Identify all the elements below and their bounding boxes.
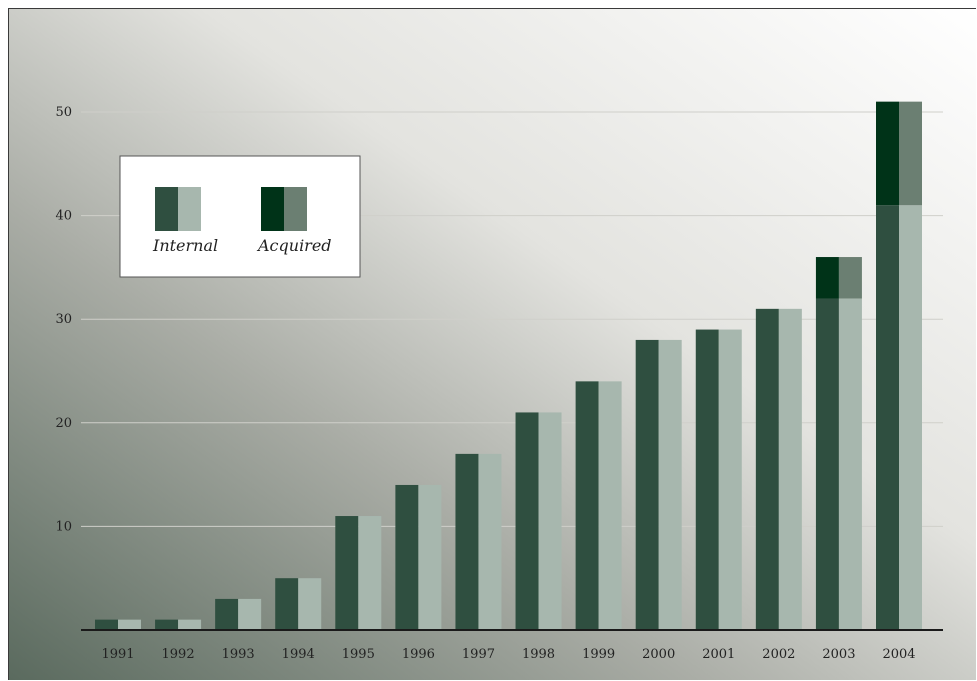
bar-internal-side xyxy=(178,619,202,630)
bar-internal-side xyxy=(358,516,382,630)
bar-internal-side xyxy=(899,205,922,631)
x-tick-label: 1998 xyxy=(522,647,555,662)
x-tick-label: 2004 xyxy=(882,647,915,662)
y-tick-label: 30 xyxy=(55,312,72,327)
legend-swatch-acquired-front xyxy=(261,187,284,231)
bar-internal-front xyxy=(455,453,479,630)
y-tick-label: 50 xyxy=(55,105,72,120)
legend-label-internal: Internal xyxy=(152,236,218,255)
x-tick-label: 1999 xyxy=(582,647,615,662)
bar-internal-front xyxy=(335,516,359,630)
bar-internal-side xyxy=(538,412,562,630)
bar-internal-front xyxy=(95,619,118,630)
x-tick-label: 2003 xyxy=(822,647,855,662)
x-tick-label: 1995 xyxy=(342,647,375,662)
y-tick-label: 10 xyxy=(55,519,72,534)
bar-internal-front xyxy=(275,578,299,630)
x-tick-label: 1992 xyxy=(162,647,195,662)
x-tick-label: 2002 xyxy=(762,647,795,662)
bar-internal-side xyxy=(718,329,742,630)
bar-internal-front xyxy=(755,308,779,630)
bar-internal-side xyxy=(778,308,802,630)
x-tick-label: 1993 xyxy=(222,647,255,662)
bar-internal-side xyxy=(118,619,141,630)
bar-internal-front xyxy=(515,412,539,630)
bar-acquired-front xyxy=(815,257,839,299)
y-axis-ticks: 10 20 30 40 50 xyxy=(55,105,72,534)
bar-acquired-front xyxy=(876,101,899,206)
bar-internal-side xyxy=(658,339,682,630)
legend-swatch-internal-front xyxy=(155,187,178,231)
bar-internal-front xyxy=(575,381,599,630)
x-tick-label: 1991 xyxy=(101,647,134,662)
legend-swatch-acquired-side xyxy=(284,187,307,231)
bar-internal-front xyxy=(155,619,179,630)
legend: Internal Acquired xyxy=(119,155,361,278)
bar-internal-side xyxy=(478,453,502,630)
bar-internal-side xyxy=(418,484,442,630)
bar-internal-front xyxy=(876,205,899,631)
bar-internal-front xyxy=(815,298,839,630)
x-tick-label: 1997 xyxy=(462,647,495,662)
y-tick-label: 40 xyxy=(55,209,72,224)
x-tick-label: 2001 xyxy=(702,647,735,662)
y-tick-label: 20 xyxy=(55,416,72,431)
bar-internal-side xyxy=(238,598,262,630)
x-axis-ticks: 1991 1992 1993 1994 1995 1996 1997 1998 1999 2000… xyxy=(101,647,915,662)
legend-swatch-internal-side xyxy=(178,187,201,231)
bar-internal-side xyxy=(298,578,322,630)
bar-internal-front xyxy=(695,329,719,630)
bars xyxy=(95,101,922,631)
x-tick-label: 1994 xyxy=(282,647,315,662)
bar-internal-front xyxy=(215,598,239,630)
bar-internal-front xyxy=(395,484,419,630)
legend-label-acquired: Acquired xyxy=(256,236,332,255)
bar-internal-side xyxy=(838,298,862,630)
chart-frame: 10 20 30 40 50 1991 1992 1993 1994 1995 1996 1997 1… xyxy=(8,8,976,680)
bar-internal-side xyxy=(598,381,622,630)
x-tick-label: 1996 xyxy=(402,647,435,662)
bar-internal-front xyxy=(635,339,659,630)
bar-acquired-side xyxy=(899,101,922,206)
x-tick-label: 2000 xyxy=(642,647,675,662)
bar-acquired-side xyxy=(838,257,862,299)
